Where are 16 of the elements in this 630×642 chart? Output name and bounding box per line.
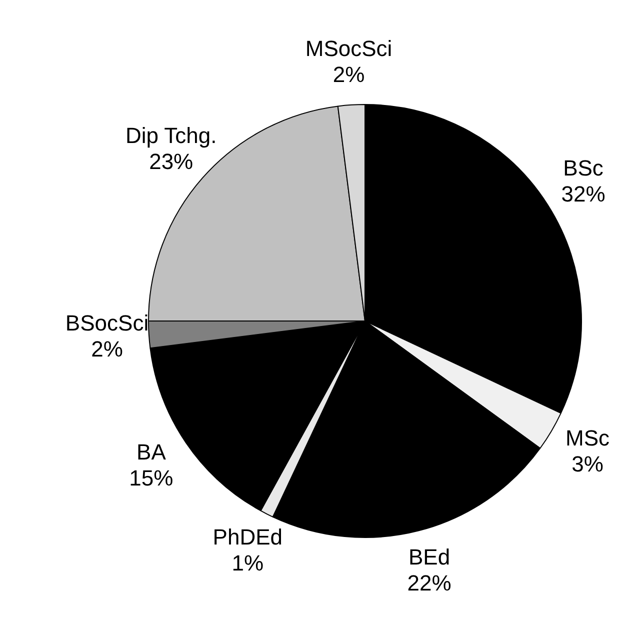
data-label: 32%: [561, 182, 606, 207]
slice-label: Dip Tchg.: [125, 123, 217, 148]
slice-label: MSc: [566, 426, 610, 451]
slice-label: BEd: [408, 544, 450, 570]
slice-label: BA: [136, 439, 166, 464]
data-label: 2%: [91, 336, 123, 362]
slice-label: BSc: [563, 156, 604, 181]
data-label: 15%: [129, 465, 174, 490]
data-label: 22%: [407, 570, 452, 596]
slice-label: BSocSci: [65, 310, 149, 336]
data-label: 23%: [149, 149, 194, 174]
slice-label: MSocSci: [305, 36, 392, 62]
data-label: 2%: [332, 62, 365, 88]
slice-label: PhDEd: [212, 524, 283, 550]
data-label: 3%: [572, 452, 604, 477]
data-label: 1%: [232, 550, 264, 576]
